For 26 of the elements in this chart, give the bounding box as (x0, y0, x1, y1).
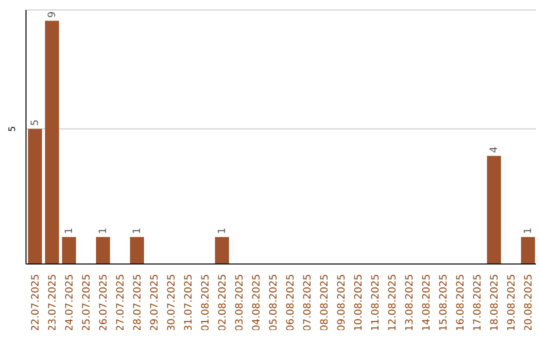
data-label: 1 (217, 228, 228, 234)
x-tick-label: 17.08.2025 (472, 274, 484, 332)
bar (45, 20, 59, 264)
data-label: 1 (64, 228, 75, 234)
bar (215, 236, 229, 264)
data-label: 5 (30, 120, 41, 126)
bar (28, 128, 42, 264)
x-tick-label: 10.08.2025 (354, 274, 364, 332)
data-label: 4 (489, 146, 500, 153)
x-tick-label: 18.08.2025 (490, 274, 500, 332)
data-label: 9 (47, 11, 58, 18)
bar (487, 156, 501, 264)
x-tick-label: 14.08.2025 (422, 274, 432, 332)
bar (130, 236, 144, 264)
data-label: 1 (98, 228, 109, 234)
data-label: 1 (132, 228, 143, 234)
bar (96, 236, 110, 264)
bar (62, 236, 76, 264)
x-tick-label: 19.08.2025 (506, 274, 518, 332)
x-tick-label: 13.08.2025 (404, 274, 416, 332)
bar (521, 236, 535, 264)
x-tick-label: 12.08.2025 (388, 274, 398, 332)
x-tick-label: 16.08.2025 (456, 274, 466, 332)
x-tick-label: 15.08.2025 (438, 274, 450, 332)
x-tick-label: 11.08.2025 (370, 274, 382, 332)
data-label: 1 (523, 228, 534, 234)
